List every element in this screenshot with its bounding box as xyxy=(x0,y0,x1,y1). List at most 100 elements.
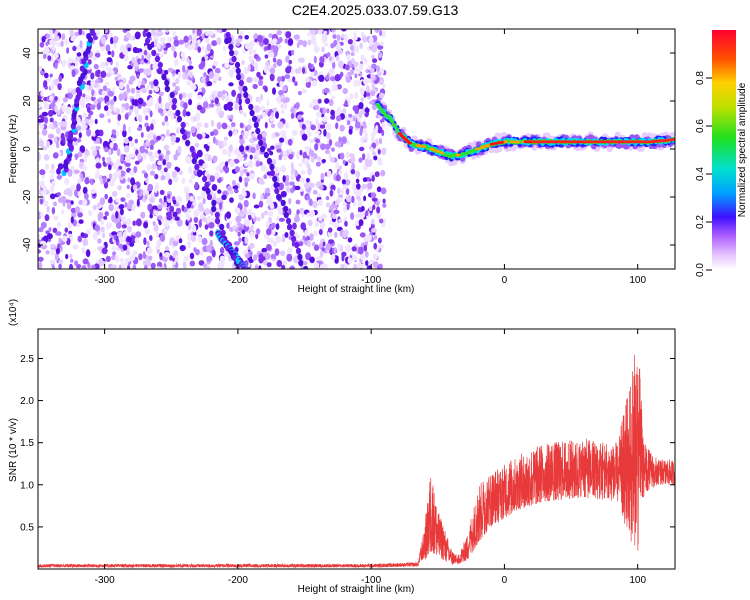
spectrogram-cell xyxy=(229,197,234,203)
spectrogram-cell xyxy=(112,142,118,151)
spectrogram-cell xyxy=(153,39,158,48)
spectrogram-cell xyxy=(160,175,166,181)
spectrogram-cell xyxy=(341,179,346,185)
ridge-core-cell xyxy=(591,140,594,143)
spectrogram-cell xyxy=(276,259,283,268)
spectrogram-cell xyxy=(377,149,381,155)
spectrogram-cell xyxy=(361,153,366,161)
spectrogram-cell xyxy=(60,121,67,127)
spectrogram-cell xyxy=(53,136,58,144)
spectrogram-cell xyxy=(56,192,61,197)
spectrogram-cell xyxy=(250,224,254,232)
spectrogram-cell xyxy=(122,123,126,132)
spectrogram-streak-cell xyxy=(143,29,149,33)
spectrogram-cell xyxy=(129,105,134,110)
spectrogram-cell xyxy=(71,88,77,95)
spectrogram-cell xyxy=(359,63,364,71)
spectrogram-cell xyxy=(189,252,195,260)
spectrogram-cell xyxy=(335,55,340,62)
spectrogram-cell xyxy=(318,185,324,190)
spectrogram-cell xyxy=(243,168,248,174)
spectrogram-cell xyxy=(301,123,306,130)
spectrogram-cell xyxy=(90,72,95,80)
spectrogram-cell xyxy=(263,38,269,45)
spectrogram-cell xyxy=(130,141,135,148)
spectrogram-cell xyxy=(141,79,146,87)
spectrogram-x-label: Height of straight line (km) xyxy=(298,284,415,295)
ridge-core-cell xyxy=(556,140,559,143)
spectrogram-cell xyxy=(212,65,216,70)
spectrogram-cell xyxy=(38,131,41,136)
spectrogram-cell xyxy=(284,74,291,79)
spectrogram-cell xyxy=(377,45,384,50)
spectrogram-cell xyxy=(309,256,315,264)
spectrogram-streak-cell xyxy=(266,157,272,165)
spectrogram-cell xyxy=(64,38,69,46)
spectrogram-cell xyxy=(296,209,300,215)
spectrogram-cell xyxy=(264,121,268,129)
spectrogram-cell xyxy=(143,189,150,197)
spectrogram-cell xyxy=(194,142,200,148)
spectrogram-cell xyxy=(164,69,169,75)
spectrogram-cell xyxy=(365,85,370,92)
ridge-core-cell xyxy=(397,132,402,136)
colorbar-tick-label: 0.0 xyxy=(695,263,706,277)
ridge-cell xyxy=(387,115,391,119)
spectrogram-cell xyxy=(346,202,350,211)
spectrogram-cell xyxy=(265,244,272,251)
spectrogram-cell xyxy=(373,253,378,260)
spectrogram-cell xyxy=(371,104,378,111)
spectrogram-cell xyxy=(43,154,50,161)
spectrogram-cell xyxy=(311,80,318,87)
ridge-core-cell xyxy=(531,140,534,143)
spectrogram-cell xyxy=(159,170,165,176)
spectrogram-cell xyxy=(106,72,112,78)
spectrogram-cell xyxy=(165,150,171,156)
ridge-core-cell xyxy=(544,140,547,143)
ridge-core-cell xyxy=(647,140,650,143)
spectrogram-streak-cell xyxy=(182,133,188,141)
snr-x-ticks: -300 -200 -100 0 100 xyxy=(95,329,646,586)
spectrogram-cell xyxy=(130,177,136,186)
spectrogram-cell xyxy=(198,63,205,70)
spectrogram-cell xyxy=(308,182,315,188)
y-tick-label: 40 xyxy=(22,47,33,59)
spectrogram-streak-cell xyxy=(194,163,200,171)
spectrogram-cell xyxy=(350,212,355,221)
spectrogram-streak-cell xyxy=(147,43,153,51)
ridge-core-cell xyxy=(611,140,614,143)
ridge-core-cell xyxy=(580,140,583,143)
spectrogram-cell xyxy=(353,61,359,67)
spectrogram-cell xyxy=(219,161,226,166)
spectrogram-cell xyxy=(326,108,330,114)
spectrogram-cell xyxy=(145,68,152,76)
spectrogram-cell xyxy=(290,67,294,75)
spectrogram-cell xyxy=(158,108,164,114)
spectrogram-streak-cell xyxy=(303,265,309,269)
spectrogram-streak-cell xyxy=(219,223,225,231)
spectrogram-cell xyxy=(183,186,190,194)
spectrogram-cell xyxy=(233,50,239,56)
spectrogram-cell xyxy=(152,221,156,226)
ridge-core-cell xyxy=(624,140,627,143)
spectrogram-cell xyxy=(260,164,267,172)
ridge-core-cell xyxy=(671,138,674,141)
spectrogram-cell xyxy=(142,152,147,160)
spectrogram-cell xyxy=(315,130,321,135)
spectrogram-cell xyxy=(231,179,236,187)
spectrogram-cell xyxy=(115,254,119,263)
spectrogram-cell xyxy=(319,124,326,129)
spectrogram-cell xyxy=(151,163,157,170)
spectrogram-cell xyxy=(212,90,219,96)
spectrogram-streak-cell xyxy=(180,127,186,135)
spectrogram-cell xyxy=(74,153,78,161)
spectrogram-cell xyxy=(102,160,106,167)
spectrogram-cell xyxy=(291,49,295,56)
spectrogram-cell xyxy=(351,246,357,252)
spectrogram-cell xyxy=(121,216,127,222)
spectrogram-cell xyxy=(50,102,56,109)
spectrogram-cell xyxy=(107,50,112,55)
spectrogram-cell xyxy=(62,235,68,243)
spectrogram-cell xyxy=(234,103,239,111)
spectrogram-cell xyxy=(131,203,136,212)
